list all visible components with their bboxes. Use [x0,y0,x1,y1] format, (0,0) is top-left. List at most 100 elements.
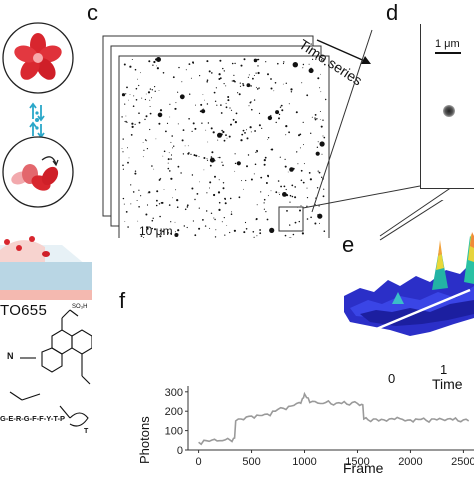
molecule-spot [230,213,233,215]
molecule-spot [275,121,277,124]
molecule-spot [188,63,191,65]
molecule-spot [152,217,154,219]
molecule-spot [122,151,124,153]
molecule-spot [176,199,179,202]
molecule-spot [145,115,148,118]
molecule-spot [167,167,170,170]
y-tick-label: 0 [177,445,183,457]
molecule-spot [252,77,254,80]
molecule-spot [190,77,192,79]
molecule-spot [306,94,309,97]
molecule-spot [218,208,221,211]
molecule-spot [176,206,179,208]
molecule-spot [280,185,282,188]
molecule-spot [210,212,213,214]
molecule-spot [199,75,201,77]
single-molecule-spots [121,57,327,245]
molecule-spot [151,97,152,99]
molecule-spot [256,151,258,153]
molecule-spot [222,187,225,190]
molecule-spot [282,83,284,85]
zoom-box [278,206,304,232]
molecule-spot [279,194,280,195]
molecule-spot [168,204,171,206]
molecule-spot [143,149,145,151]
molecule-spot [177,233,179,235]
molecule-spot [322,195,325,198]
chart-marks [198,391,470,446]
molecule-spot [266,218,269,221]
molecule-spot [253,58,258,63]
molecule-spot [181,81,183,83]
panel-a: TO655 N SO₃H G-E-R-G-F-F-Y-T-P T [0,0,93,474]
molecule-spot [209,187,210,189]
molecule-spot [126,86,128,89]
molecule-spot [126,121,128,123]
molecule-spot [206,192,208,194]
molecule-spot [160,202,163,204]
scale-bar-label-d: 1 μm [435,38,460,50]
molecule-spot [214,175,216,178]
molecule-spot [172,147,174,149]
molecule-spot [224,202,227,205]
molecule-spot [287,171,289,173]
surface-illustration [0,236,92,300]
x-tick-label: 2000 [398,456,422,468]
molecule-spot [136,200,138,201]
molecule-spot [144,118,146,121]
molecule-spot [289,167,294,172]
molecule-spot [255,72,257,74]
molecule-spot [315,151,320,156]
molecule-spot [247,76,249,78]
molecule-spot [175,189,177,191]
molecule-spot [156,199,158,202]
molecule-spot [122,168,124,170]
molecule-spot [207,141,209,143]
molecule-spot [300,205,302,207]
molecule-spot [253,75,255,76]
molecule-spot [242,129,245,132]
molecule-spot [283,185,286,188]
molecule-spot [275,191,278,194]
molecule-spot [122,138,124,140]
molecule-spot [149,112,152,115]
molecule-spot [312,58,314,61]
molecule-spot [231,62,234,65]
molecule-spot [255,219,257,221]
molecule-spot [265,211,267,213]
molecule-spot [189,93,191,95]
molecule-spot [223,70,225,72]
molecule-spot [321,176,323,178]
molecule-spot [156,57,161,62]
molecule-spot [311,116,313,118]
molecule-spot [322,59,325,62]
molecule-spot [207,122,210,124]
molecule-spot [259,229,261,231]
molecule-spot [258,87,260,89]
y-tick-label: 300 [165,387,183,399]
molecule-spot [222,182,225,184]
molecule-spot [285,188,287,191]
molecule-spot [257,58,259,61]
molecule-spot [263,163,266,166]
molecule-spot [309,178,312,181]
molecule-spot [159,178,161,180]
molecule-spot [185,69,187,71]
molecule-spot [213,193,216,197]
molecule-spot [294,196,297,199]
molecule-spot [218,73,221,76]
molecule-spot [222,164,224,167]
molecule-spot [306,218,309,220]
molecule-spot [289,194,292,197]
molecule-spot [214,236,217,238]
molecule-spot [214,218,216,221]
molecule-spot [241,180,243,182]
molecule-spot [319,119,321,120]
molecule-spot [165,130,167,133]
molecule-spot [292,62,298,68]
molecule-spot [289,224,291,226]
molecule-spot [291,195,294,198]
e-axis-label: Time [432,376,463,392]
intensity-surface-plot [344,179,474,336]
molecule-spot [191,130,193,132]
